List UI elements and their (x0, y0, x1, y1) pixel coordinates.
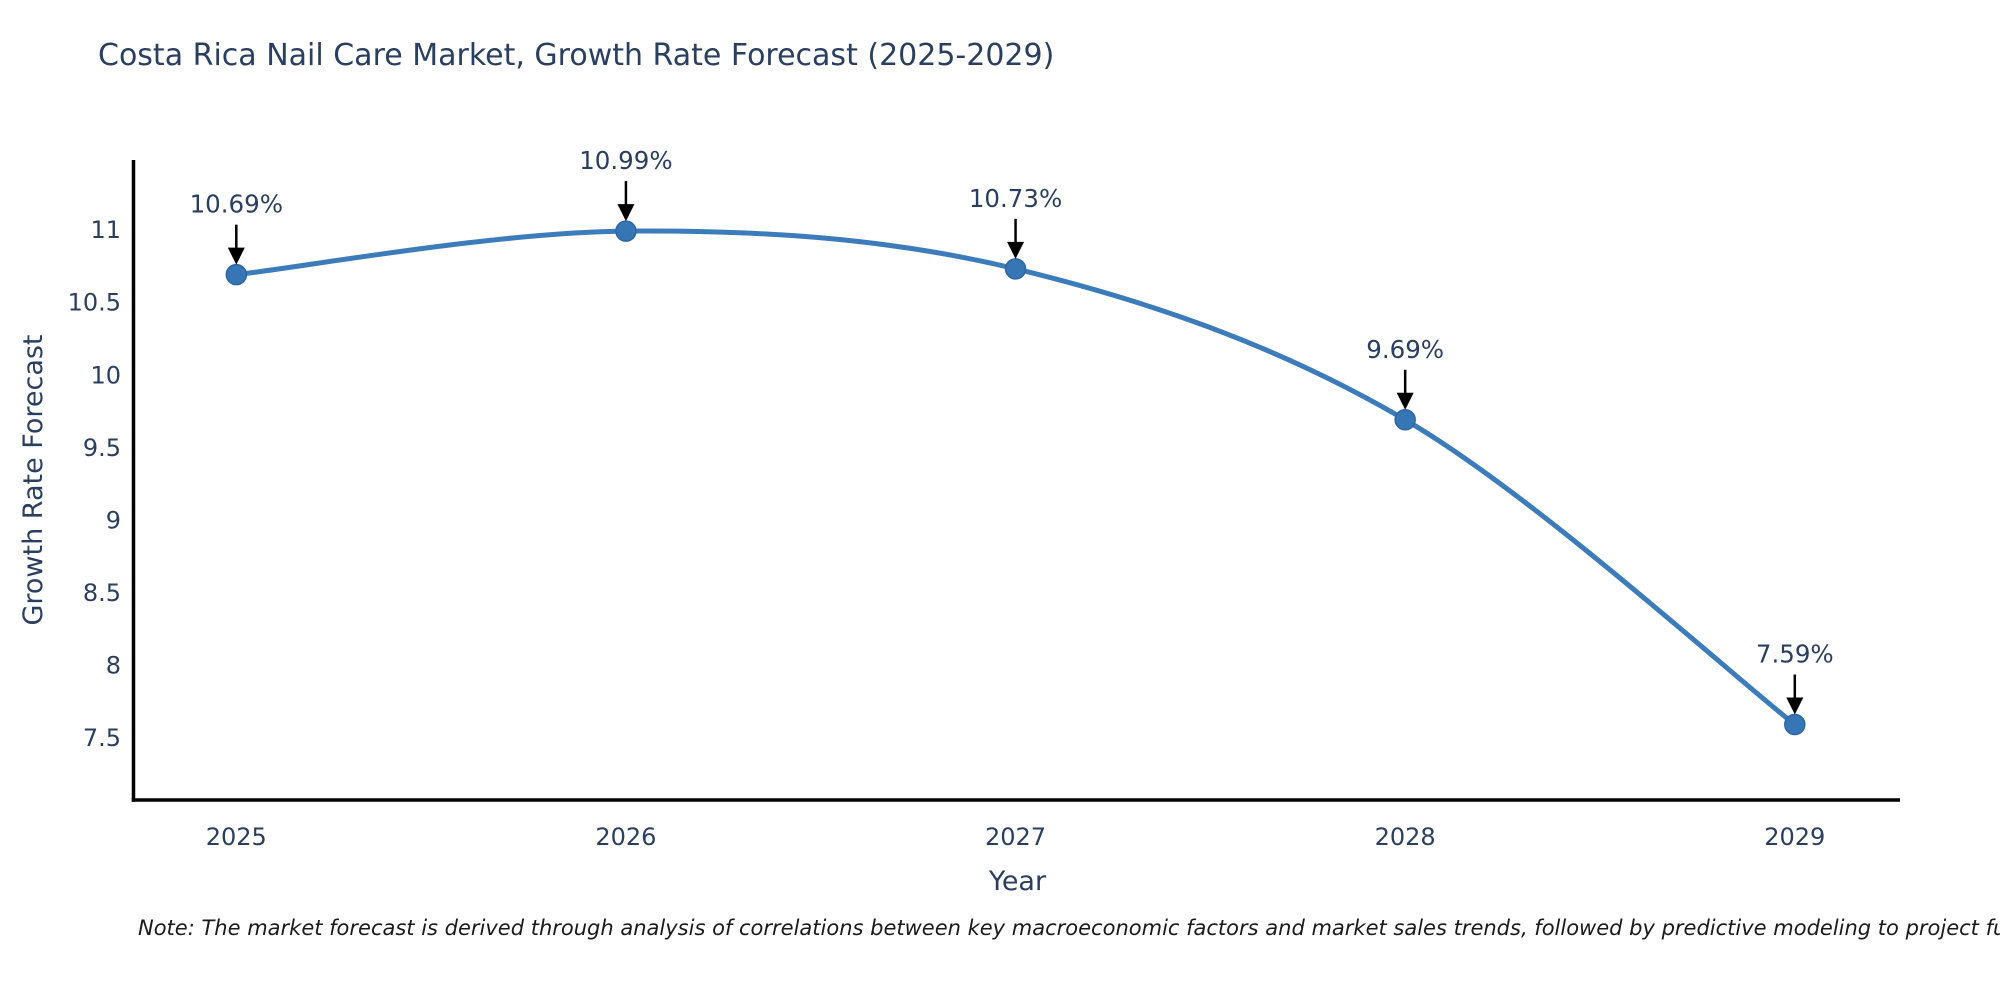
y-tick-label: 7.5 (83, 724, 121, 752)
x-tick-label: 2026 (595, 823, 656, 851)
annotation-arrowhead (227, 247, 245, 265)
data-point-marker (1394, 409, 1416, 431)
annotation-label: 10.73% (969, 184, 1062, 213)
y-tick-label: 9.5 (83, 434, 121, 462)
y-axis-title: Growth Rate Forecast (18, 334, 49, 625)
x-tick-label: 2028 (1375, 823, 1436, 851)
data-point-marker (225, 263, 248, 286)
chart-title: Costa Rica Nail Care Market, Growth Rate… (98, 38, 1055, 73)
y-tick-label: 11 (90, 216, 121, 244)
x-tick-label: 2029 (1764, 823, 1825, 851)
annotation-label: 7.59% (1756, 640, 1834, 669)
data-point-marker (1004, 258, 1027, 280)
y-tick-label: 10.5 (68, 289, 121, 317)
annotation-arrowhead (1786, 697, 1804, 715)
spline-curve (233, 228, 1798, 727)
x-tick-label: 2025 (206, 823, 267, 851)
y-tick-label: 10 (90, 361, 121, 389)
footnote: Note: The market forecast is derived thr… (138, 916, 2000, 940)
y-tick-label: 8 (106, 652, 121, 680)
annotation-arrowhead (617, 204, 635, 222)
data-point-marker (1784, 713, 1806, 736)
x-tick-label: 2027 (985, 823, 1046, 851)
data-point-marker (615, 220, 637, 242)
annotation-label: 9.69% (1366, 335, 1444, 364)
x-axis-title: Year (988, 866, 1047, 897)
y-tick-label: 8.5 (83, 579, 121, 607)
annotation-label: 10.69% (190, 190, 283, 219)
y-tick-label: 9 (106, 506, 121, 534)
annotation-label: 10.99% (579, 146, 672, 175)
annotation-arrowhead (1396, 392, 1414, 410)
annotation-arrowhead (1007, 241, 1025, 259)
